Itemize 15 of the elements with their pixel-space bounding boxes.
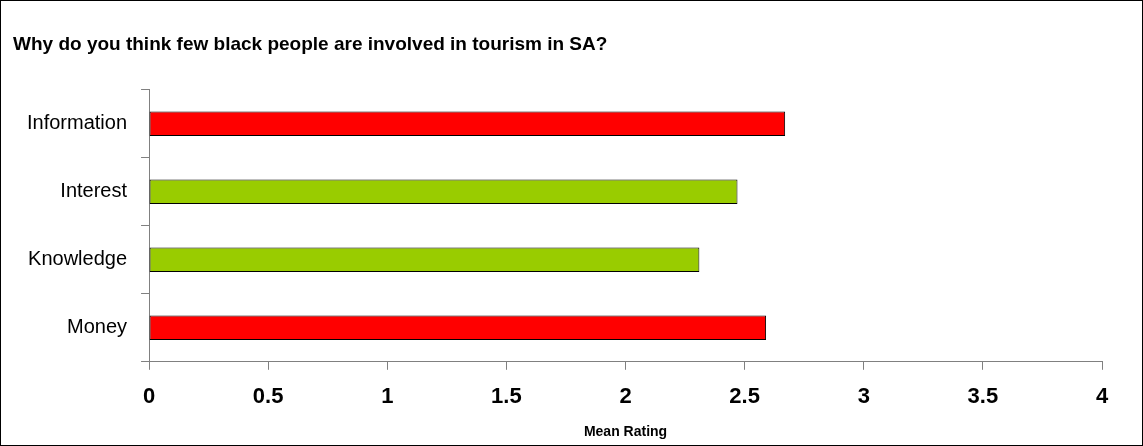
x-tick-label: 2 <box>619 383 632 409</box>
x-tick-label: 3.5 <box>967 383 999 409</box>
x-tick-label: 1.5 <box>491 383 522 409</box>
chart-title: Why do you think few black people are involved in tourism in SA? <box>13 32 608 54</box>
y-tick-label: Interest <box>60 179 128 202</box>
x-tick-label: 2.5 <box>729 383 760 409</box>
y-tick-label: Knowledge <box>28 247 128 270</box>
x-tick-label: 0.5 <box>252 383 284 409</box>
y-tick-label: Information <box>26 111 128 134</box>
x-tick-label: 4 <box>1095 383 1109 409</box>
x-axis-title: Mean Rating <box>583 423 668 440</box>
x-tick-label: 1 <box>381 383 394 409</box>
x-tick-label: 3 <box>857 383 870 409</box>
x-tick-label: 0 <box>142 383 156 409</box>
y-tick-label: Money <box>67 315 128 338</box>
